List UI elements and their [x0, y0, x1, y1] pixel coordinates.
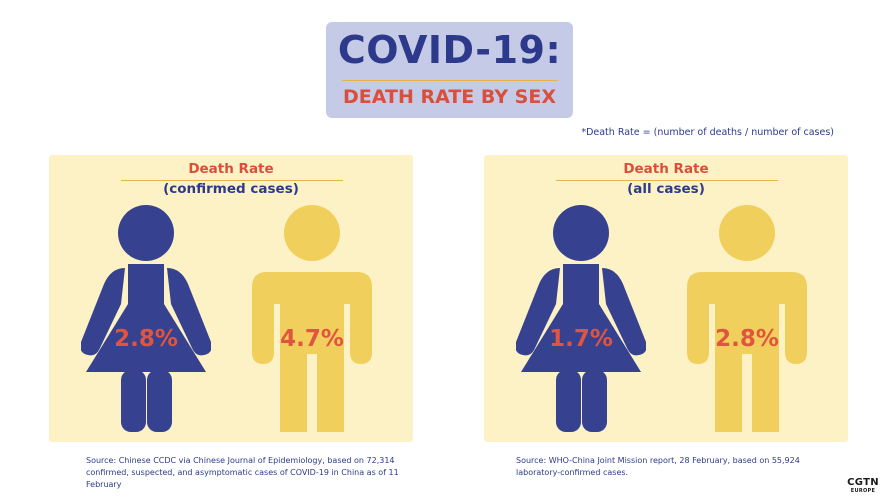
logo-text: CGTN: [847, 477, 879, 488]
title-box: COVID-19: DEATH RATE BY SEX: [326, 22, 573, 118]
panel-subtitle: (confirmed cases): [163, 181, 299, 197]
male-rate-value: 2.8%: [715, 326, 779, 352]
female-rate-value: 2.8%: [114, 326, 178, 352]
death-rate-footnote: *Death Rate = (number of deaths / number…: [581, 127, 834, 138]
panel-title: Death Rate: [623, 161, 709, 177]
male-icon: [687, 205, 807, 432]
male-figure: 2.8%: [682, 204, 812, 434]
panel-all-cases: Death Rate (all cases) 1.7% 2.8%: [484, 155, 848, 442]
panel-divider: [556, 180, 778, 181]
source-note-confirmed: Source: Chinese CCDC via Chinese Journal…: [86, 456, 399, 489]
male-icon: [252, 205, 372, 432]
panel-divider: [121, 180, 343, 181]
panel-subtitle: (all cases): [627, 181, 705, 197]
page-subtitle: DEATH RATE BY SEX: [343, 86, 556, 108]
male-figure: 4.7%: [247, 204, 377, 434]
page-title: COVID-19:: [337, 28, 562, 72]
female-icon: [81, 205, 211, 432]
cgtn-logo: CGTN EUROPE: [847, 477, 879, 495]
title-divider: [342, 80, 557, 81]
female-figure: 2.8%: [81, 204, 211, 434]
source-note-all: Source: WHO-China Joint Mission report, …: [516, 456, 800, 477]
male-rate-value: 4.7%: [280, 326, 344, 352]
female-rate-value: 1.7%: [549, 326, 613, 352]
panel-title: Death Rate: [188, 161, 274, 177]
logo-subtext: EUROPE: [850, 488, 876, 494]
female-figure: 1.7%: [516, 204, 646, 434]
panel-confirmed-cases: Death Rate (confirmed cases) 2.8% 4.7%: [49, 155, 413, 442]
female-icon: [516, 205, 646, 432]
